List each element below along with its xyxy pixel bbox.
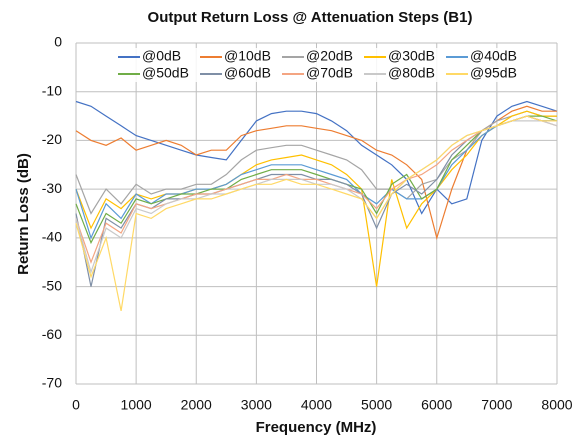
legend-label: @70dB bbox=[306, 65, 353, 81]
legend-label: @10dB bbox=[224, 48, 271, 64]
series-line bbox=[75, 100, 558, 215]
series-line bbox=[75, 115, 557, 240]
series-line bbox=[75, 115, 558, 245]
y-tick-label: -30 bbox=[42, 180, 62, 196]
legend-background bbox=[112, 48, 532, 82]
x-tick-label: 6000 bbox=[421, 397, 452, 413]
legend-label: @30dB bbox=[388, 48, 435, 64]
series-line bbox=[75, 115, 557, 312]
y-tick-label: 0 bbox=[54, 34, 62, 50]
series-line bbox=[75, 110, 557, 215]
x-tick-label: 7000 bbox=[481, 397, 512, 413]
y-axis-label: Return Loss (dB) bbox=[15, 153, 32, 275]
x-tick-label: 8000 bbox=[541, 397, 572, 413]
x-axis-label: Frequency (MHz) bbox=[256, 419, 377, 436]
series-line bbox=[75, 115, 558, 264]
y-tick-label: -10 bbox=[42, 82, 62, 98]
series-line bbox=[75, 110, 557, 287]
y-tick-label: -50 bbox=[42, 277, 62, 293]
chart-title: Output Return Loss @ Attenuation Steps (… bbox=[148, 9, 473, 26]
legend-label: @60dB bbox=[224, 65, 271, 81]
legend-label: @50dB bbox=[142, 65, 189, 81]
y-tick-label: -60 bbox=[42, 326, 62, 342]
legend-label: @40dB bbox=[470, 48, 517, 64]
x-tick-label: 5000 bbox=[361, 397, 392, 413]
legend-label: @0dB bbox=[142, 48, 181, 64]
legend-label: @80dB bbox=[388, 65, 435, 81]
y-tick-label: -70 bbox=[42, 375, 62, 391]
y-tick-label: -40 bbox=[42, 229, 62, 245]
x-tick-label: 3000 bbox=[241, 397, 272, 413]
legend-label: @95dB bbox=[470, 65, 517, 81]
y-tick-label: -20 bbox=[42, 131, 62, 147]
legend-label: @20dB bbox=[306, 48, 353, 64]
x-tick-label: 2000 bbox=[181, 397, 212, 413]
x-tick-label: 0 bbox=[72, 397, 80, 413]
x-tick-label: 1000 bbox=[121, 397, 152, 413]
x-tick-label: 4000 bbox=[301, 397, 332, 413]
